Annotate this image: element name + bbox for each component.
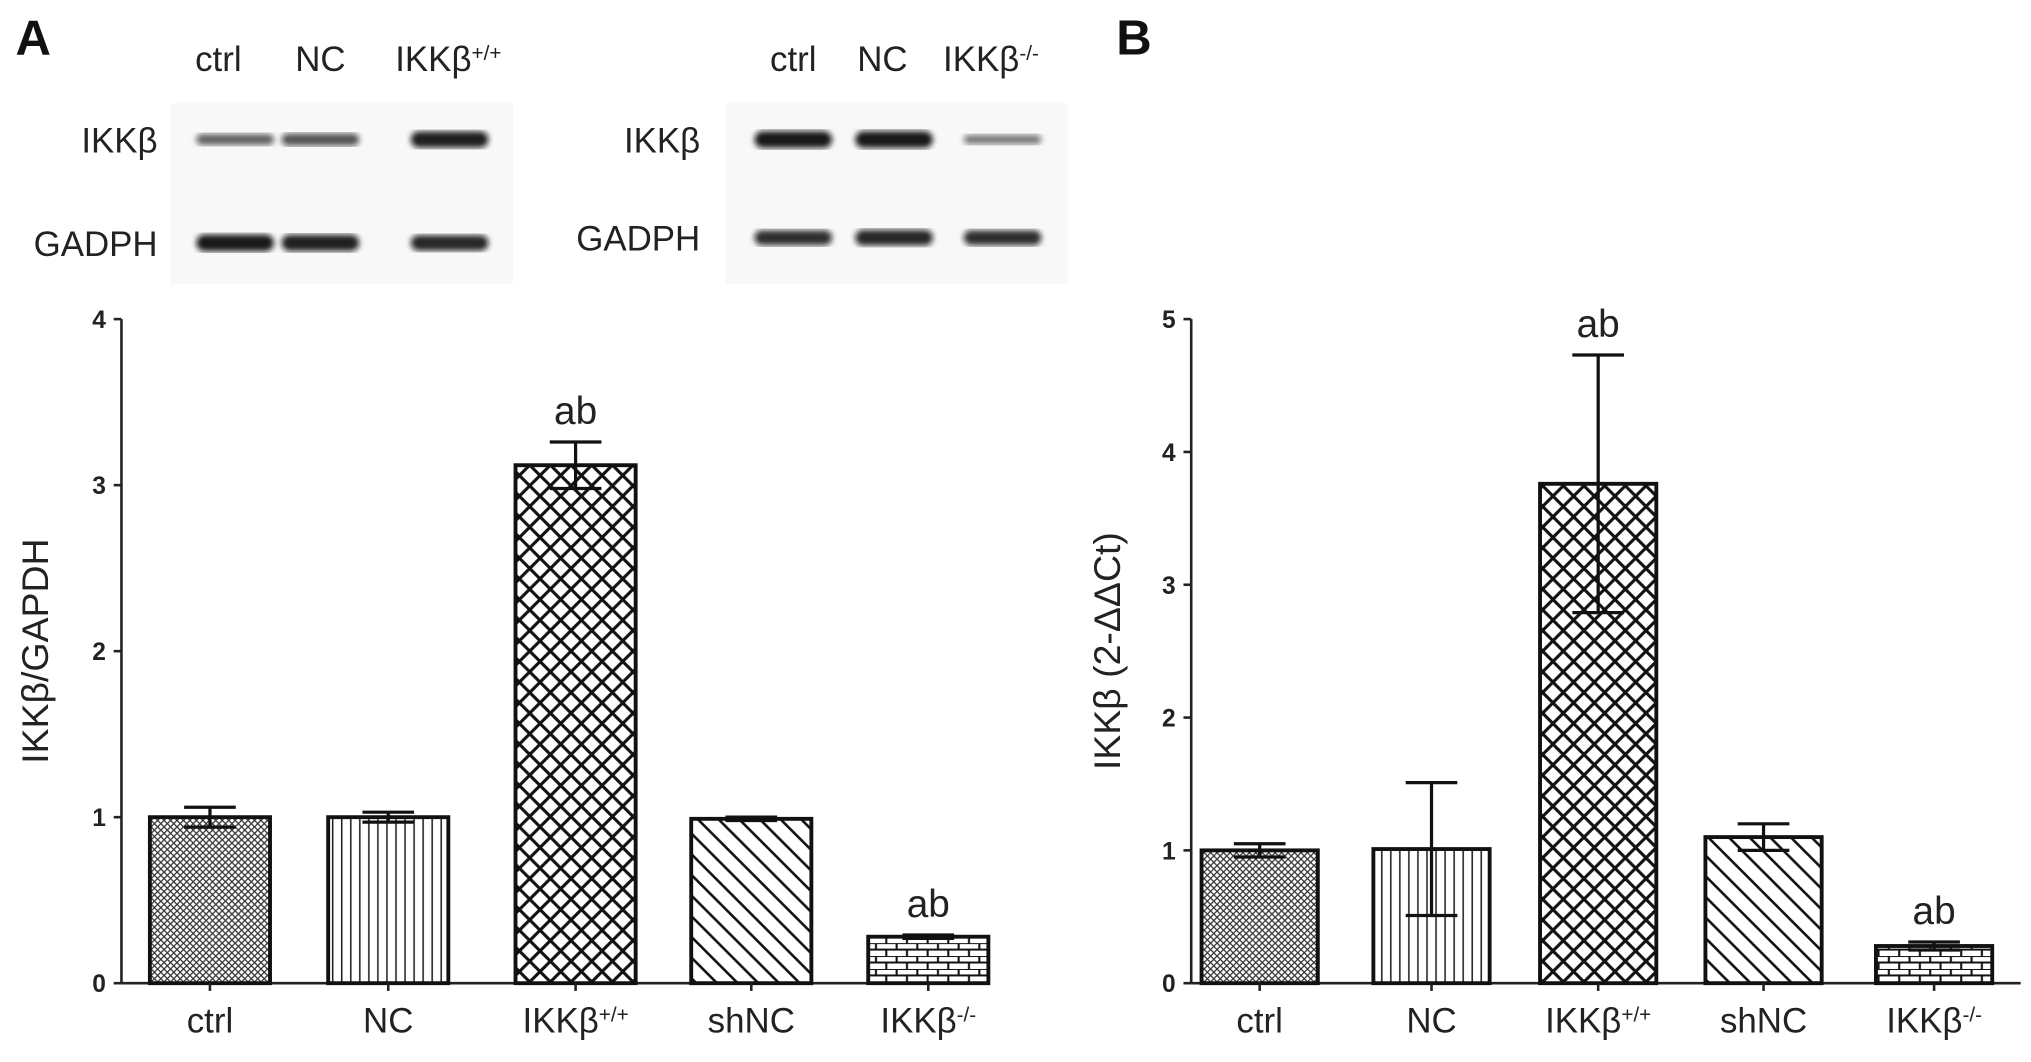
- x-tick-label: shNC: [708, 1001, 795, 1040]
- blot-lane-label-base: NC: [295, 40, 345, 79]
- error-bar: [184, 805, 236, 829]
- x-tick-label: IKKβ-/-: [1886, 1001, 1982, 1040]
- blot-lane-label: ctrl: [195, 40, 242, 79]
- error-bar: [1572, 353, 1625, 615]
- x-tick-label: NC: [1406, 1001, 1456, 1040]
- y-tick-label: 1: [92, 805, 106, 832]
- blot-row-label: IKKβ: [81, 121, 157, 160]
- bar: [1199, 848, 1320, 986]
- x-tick-label-base: ctrl: [187, 1001, 233, 1040]
- y-tick-label: 4: [92, 307, 106, 334]
- y-tick-label: 2: [1162, 706, 1176, 733]
- error-bar: [902, 933, 955, 940]
- y-tick-label: 4: [1162, 440, 1176, 467]
- blot-lane-label: IKKβ+/+: [395, 40, 501, 79]
- y-axis-label: IKKβ/GAPDH: [14, 538, 56, 764]
- blot-band: [963, 230, 1042, 246]
- x-tick-label-base: NC: [1406, 1001, 1456, 1040]
- x-tick-label-base: IKKβ: [1545, 1001, 1621, 1040]
- blot-lane-label: ctrl: [770, 40, 817, 79]
- y-tick-label: 0: [92, 971, 106, 998]
- y-tick-label: 0: [1162, 971, 1176, 998]
- blot-lane-label-base: ctrl: [195, 40, 242, 79]
- x-tick-label-superscript: +/+: [599, 1003, 629, 1026]
- blot-lane-label: NC: [857, 40, 907, 79]
- x-tick-label-base: shNC: [708, 1001, 795, 1040]
- blot-background: [170, 103, 513, 285]
- blot-lane-label-superscript: +/+: [472, 42, 502, 65]
- y-tick-label: 1: [1162, 838, 1176, 865]
- error-bar: [1405, 781, 1458, 918]
- blot-lane-label-base: IKKβ: [943, 40, 1019, 79]
- error-bar: [1233, 842, 1286, 859]
- x-tick-label: NC: [363, 1001, 413, 1040]
- blot-band: [410, 235, 489, 251]
- panel-label-a: A: [16, 11, 51, 65]
- blot-lane-label-base: IKKβ: [395, 40, 471, 79]
- panel-label-b: B: [1116, 11, 1151, 65]
- y-tick-label: 3: [1162, 573, 1176, 600]
- blot-band: [196, 134, 274, 146]
- blot-band: [410, 131, 489, 148]
- x-tick-label-base: IKKβ: [523, 1001, 599, 1040]
- x-tick-label: IKKβ+/+: [523, 1001, 629, 1040]
- x-tick-label-superscript: -/-: [957, 1003, 976, 1026]
- x-tick-label-base: shNC: [1720, 1001, 1807, 1040]
- x-tick-label-base: NC: [363, 1001, 413, 1040]
- x-tick-label: shNC: [1720, 1001, 1807, 1040]
- x-tick-label-base: IKKβ: [1886, 1001, 1962, 1040]
- blot-background: [726, 103, 1069, 285]
- error-bar: [549, 440, 602, 491]
- blot-row-label: GADPH: [34, 225, 158, 264]
- x-tick-label: ctrl: [187, 1001, 233, 1040]
- significance-label: ab: [907, 883, 950, 926]
- error-bar: [725, 815, 778, 823]
- blot-lane-label: NC: [295, 40, 345, 79]
- bar: [689, 816, 814, 986]
- x-tick-label-superscript: -/-: [1962, 1003, 1982, 1026]
- x-tick-label: ctrl: [1236, 1001, 1283, 1040]
- y-axis-label: IKKβ (2-ΔΔCt): [1086, 532, 1128, 770]
- blot-lane-label-base: NC: [857, 40, 907, 79]
- blot-band: [281, 234, 360, 251]
- blot-row-label: GADPH: [576, 220, 700, 259]
- blot-band: [196, 234, 274, 252]
- x-tick-label: IKKβ-/-: [880, 1001, 976, 1040]
- x-tick-label-superscript: +/+: [1621, 1003, 1651, 1026]
- bar: [1703, 835, 1824, 986]
- blot-lane-label-superscript: -/-: [1019, 42, 1038, 65]
- error-bar: [1908, 940, 1960, 952]
- bar: [866, 934, 991, 986]
- blot-lane-label: IKKβ-/-: [943, 40, 1039, 79]
- blot-row-label: IKKβ: [624, 121, 700, 160]
- significance-label: ab: [1913, 890, 1956, 933]
- x-tick-label: IKKβ+/+: [1545, 1001, 1651, 1040]
- blot-lane-label-base: ctrl: [770, 40, 817, 79]
- bar: [326, 815, 451, 986]
- significance-label: ab: [1577, 303, 1620, 346]
- blot-band: [754, 131, 833, 148]
- blot-band: [281, 133, 360, 146]
- y-tick-label: 5: [1162, 307, 1176, 334]
- blot-band: [754, 230, 833, 246]
- blot-band: [855, 131, 933, 148]
- error-bar: [1737, 822, 1790, 852]
- x-tick-label-base: ctrl: [1236, 1001, 1283, 1040]
- bar: [147, 815, 272, 986]
- y-tick-label: 2: [92, 639, 106, 666]
- significance-label: ab: [554, 390, 597, 433]
- blot-band: [855, 229, 933, 246]
- x-tick-label-base: IKKβ: [880, 1001, 956, 1040]
- bar: [513, 463, 638, 986]
- error-bar: [362, 810, 415, 824]
- blot-band: [963, 134, 1042, 145]
- y-tick-label: 3: [92, 473, 106, 500]
